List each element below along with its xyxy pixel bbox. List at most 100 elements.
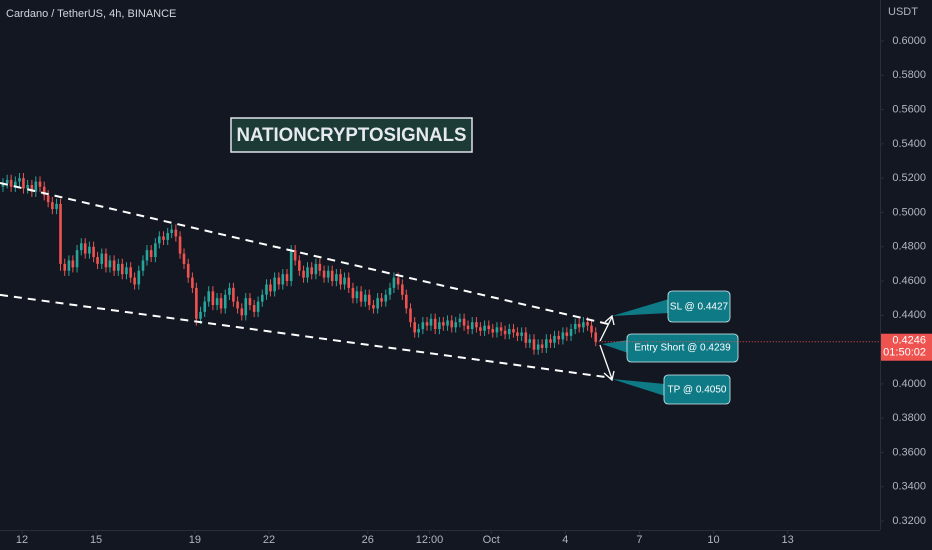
candle-body — [195, 287, 198, 319]
candle-body — [310, 267, 313, 275]
candle-body — [170, 229, 173, 234]
candle-body — [380, 298, 383, 302]
candle-body — [141, 260, 145, 271]
candle-body — [302, 270, 305, 278]
candle-body — [569, 329, 573, 336]
candle-body — [470, 322, 474, 330]
candle-body — [545, 339, 548, 348]
candle-body — [265, 284, 268, 295]
y-tick-label: 0.4000 — [892, 378, 926, 390]
candle-body — [438, 322, 441, 330]
candle-body — [207, 291, 211, 302]
candle-body — [401, 284, 404, 295]
y-tick-label: 0.3200 — [892, 515, 926, 527]
y-unit: USDT — [888, 6, 918, 18]
watermark: NATIONCRYPTOSIGNALS — [237, 125, 467, 146]
candle-body — [1, 183, 5, 187]
candle-body — [561, 332, 565, 340]
candle-body — [96, 257, 99, 264]
candle-body — [228, 287, 231, 295]
candle-body — [351, 287, 355, 299]
candle-body — [355, 291, 359, 299]
callout-label: SL @ 0.4427 — [670, 302, 729, 313]
candle-body — [199, 311, 202, 319]
candle-body — [433, 318, 437, 330]
candle-body — [512, 329, 515, 333]
candle-body — [532, 339, 536, 350]
candle-body — [162, 236, 165, 240]
candle-body — [462, 318, 466, 326]
y-tick-label: 0.5400 — [892, 138, 926, 150]
y-tick-label: 0.5800 — [892, 69, 926, 81]
candle-body — [34, 181, 38, 192]
candle-body — [376, 298, 379, 309]
candle-body — [475, 322, 478, 328]
x-tick-label: 12:00 — [416, 534, 444, 546]
candle-body — [454, 322, 457, 328]
candle-body — [51, 202, 54, 210]
candle-body — [388, 287, 392, 295]
candle-body — [256, 301, 260, 312]
x-tick-label: 10 — [707, 534, 719, 546]
candle-body — [335, 274, 338, 282]
candle-body — [553, 335, 556, 343]
candle-body — [363, 294, 367, 302]
candle-body — [540, 344, 544, 348]
candle-body — [421, 322, 425, 330]
candle-body — [495, 327, 499, 333]
candle-body — [507, 329, 511, 335]
x-tick-label: 19 — [189, 534, 201, 546]
candle-body — [38, 181, 42, 187]
candle-body — [145, 250, 149, 261]
callout-box — [663, 374, 731, 405]
candle-body — [104, 253, 108, 268]
x-tick-label: 12 — [16, 534, 28, 546]
candle-body — [215, 298, 219, 306]
callouts: SL @ 0.4427 Entry Short @ 0.4239 TP @ 0.… — [602, 290, 739, 405]
candle-body — [326, 270, 330, 278]
candle-body — [269, 284, 272, 292]
y-tick-label: 0.4600 — [892, 275, 926, 287]
candle-body — [260, 294, 264, 302]
candle-body — [520, 332, 523, 336]
candle-body — [191, 277, 194, 288]
x-tick-label: Oct — [483, 534, 500, 546]
candle-body — [125, 267, 128, 275]
arrow-tp — [599, 344, 613, 380]
candle-body — [117, 263, 120, 271]
candle-body — [232, 287, 235, 302]
trendline — [0, 181, 613, 326]
candle-body — [42, 186, 46, 196]
x-tick-label: 15 — [90, 534, 102, 546]
candle-body — [330, 270, 334, 282]
x-tick-label: 22 — [263, 534, 275, 546]
candle-body — [306, 267, 309, 278]
candle-body — [417, 329, 420, 333]
y-tick-label: 0.6000 — [892, 35, 926, 47]
candle-body — [499, 327, 503, 331]
candle-body — [573, 323, 577, 330]
candle-body — [182, 253, 186, 264]
candle-body — [248, 298, 252, 306]
candle-body — [483, 325, 486, 331]
candle-body — [487, 325, 491, 330]
candle-body — [528, 339, 532, 343]
candle-body — [18, 178, 21, 182]
candle-body — [446, 320, 449, 326]
candle-body — [392, 277, 396, 288]
candle-body — [594, 332, 598, 342]
chart-title: Cardano / TetherUS, 4h, BINANCE — [6, 8, 176, 20]
candle-body — [590, 325, 593, 333]
last-price-box — [881, 333, 932, 361]
callout-label: Entry Short @ 0.4239 — [634, 343, 731, 354]
last-price-label: 0.4246 — [892, 335, 926, 347]
candle-body — [516, 332, 519, 336]
candle-body — [211, 291, 215, 306]
candle-body — [503, 330, 507, 335]
candle-body — [129, 267, 132, 278]
candle-body — [154, 243, 157, 258]
candle-body — [429, 318, 433, 326]
y-tick-label: 0.3800 — [892, 412, 926, 424]
callout-pointer — [602, 340, 628, 353]
